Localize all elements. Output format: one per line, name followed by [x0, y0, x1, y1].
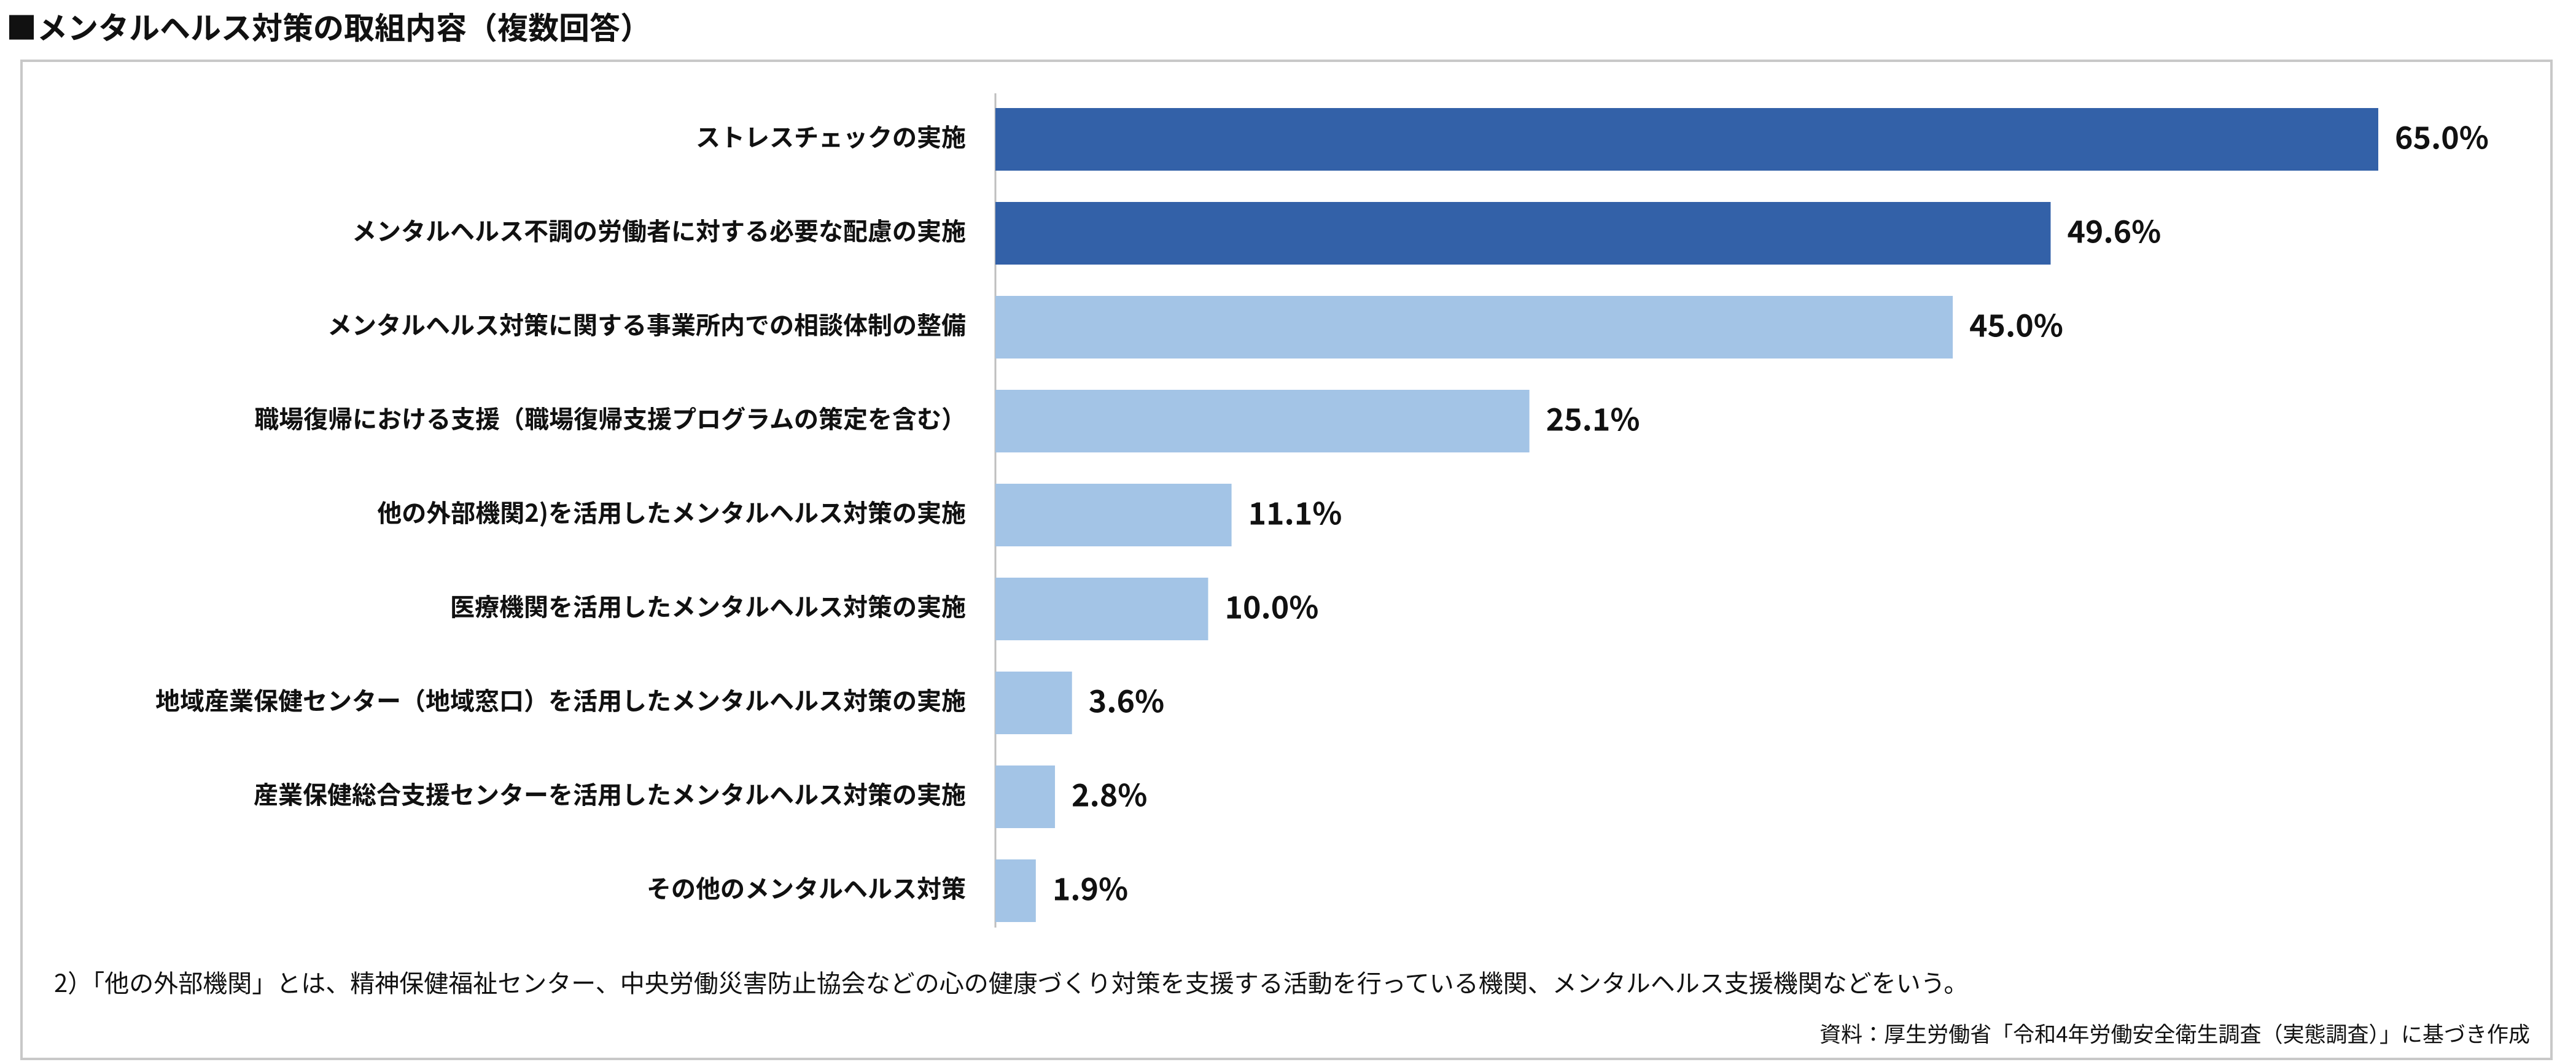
value-label: 2.8%	[1072, 772, 1147, 816]
category-label: 医療機関を活用したメンタルヘルス対策の実施	[450, 587, 966, 623]
category-label: メンタルヘルス対策に関する事業所内での相談体制の整備	[327, 306, 966, 341]
value-label: 49.6%	[2067, 208, 2161, 252]
bar	[995, 390, 1530, 452]
bar	[995, 296, 1953, 359]
category-label: 地域産業保健センター（地域窓口）を活用したメンタルヘルス対策の実施	[155, 681, 966, 717]
bar	[995, 859, 1036, 922]
value-label: 45.0%	[1969, 302, 2063, 346]
bar	[995, 202, 2051, 265]
value-label: 10.0%	[1224, 584, 1318, 628]
bar	[995, 578, 1208, 640]
source: 資料：厚生労働省「令和4年労働安全衛生調査（実態調査）」に基づき作成	[1819, 1018, 2530, 1049]
value-label: 65.0%	[2395, 114, 2489, 158]
chart-title: ■メンタルヘルス対策の取組内容（複数回答）	[6, 4, 651, 48]
footnote: 2）「他の外部機関」とは、精神保健福祉センター、中央労働災害防止協会などの心の健…	[54, 964, 1968, 999]
category-label: ストレスチェックの実施	[696, 118, 966, 153]
category-label: メンタルヘルス不調の労働者に対する必要な配慮の実施	[352, 212, 966, 247]
bar	[995, 672, 1072, 734]
value-label: 25.1%	[1546, 396, 1640, 440]
value-label: 3.6%	[1089, 678, 1164, 722]
category-label: その他のメンタルヘルス対策	[647, 869, 966, 905]
frame	[20, 60, 2553, 1060]
category-label: 産業保健総合支援センターを活用したメンタルヘルス対策の実施	[254, 775, 966, 811]
bar	[995, 765, 1056, 828]
category-label: 他の外部機関2)を活用したメンタルヘルス対策の実施	[377, 494, 966, 529]
category-label: 職場復帰における支援（職場復帰支援プログラムの策定を含む）	[254, 400, 966, 435]
value-label: 11.1%	[1248, 490, 1342, 534]
bar	[995, 484, 1232, 546]
bar	[995, 108, 2378, 171]
value-label: 1.9%	[1053, 866, 1128, 910]
